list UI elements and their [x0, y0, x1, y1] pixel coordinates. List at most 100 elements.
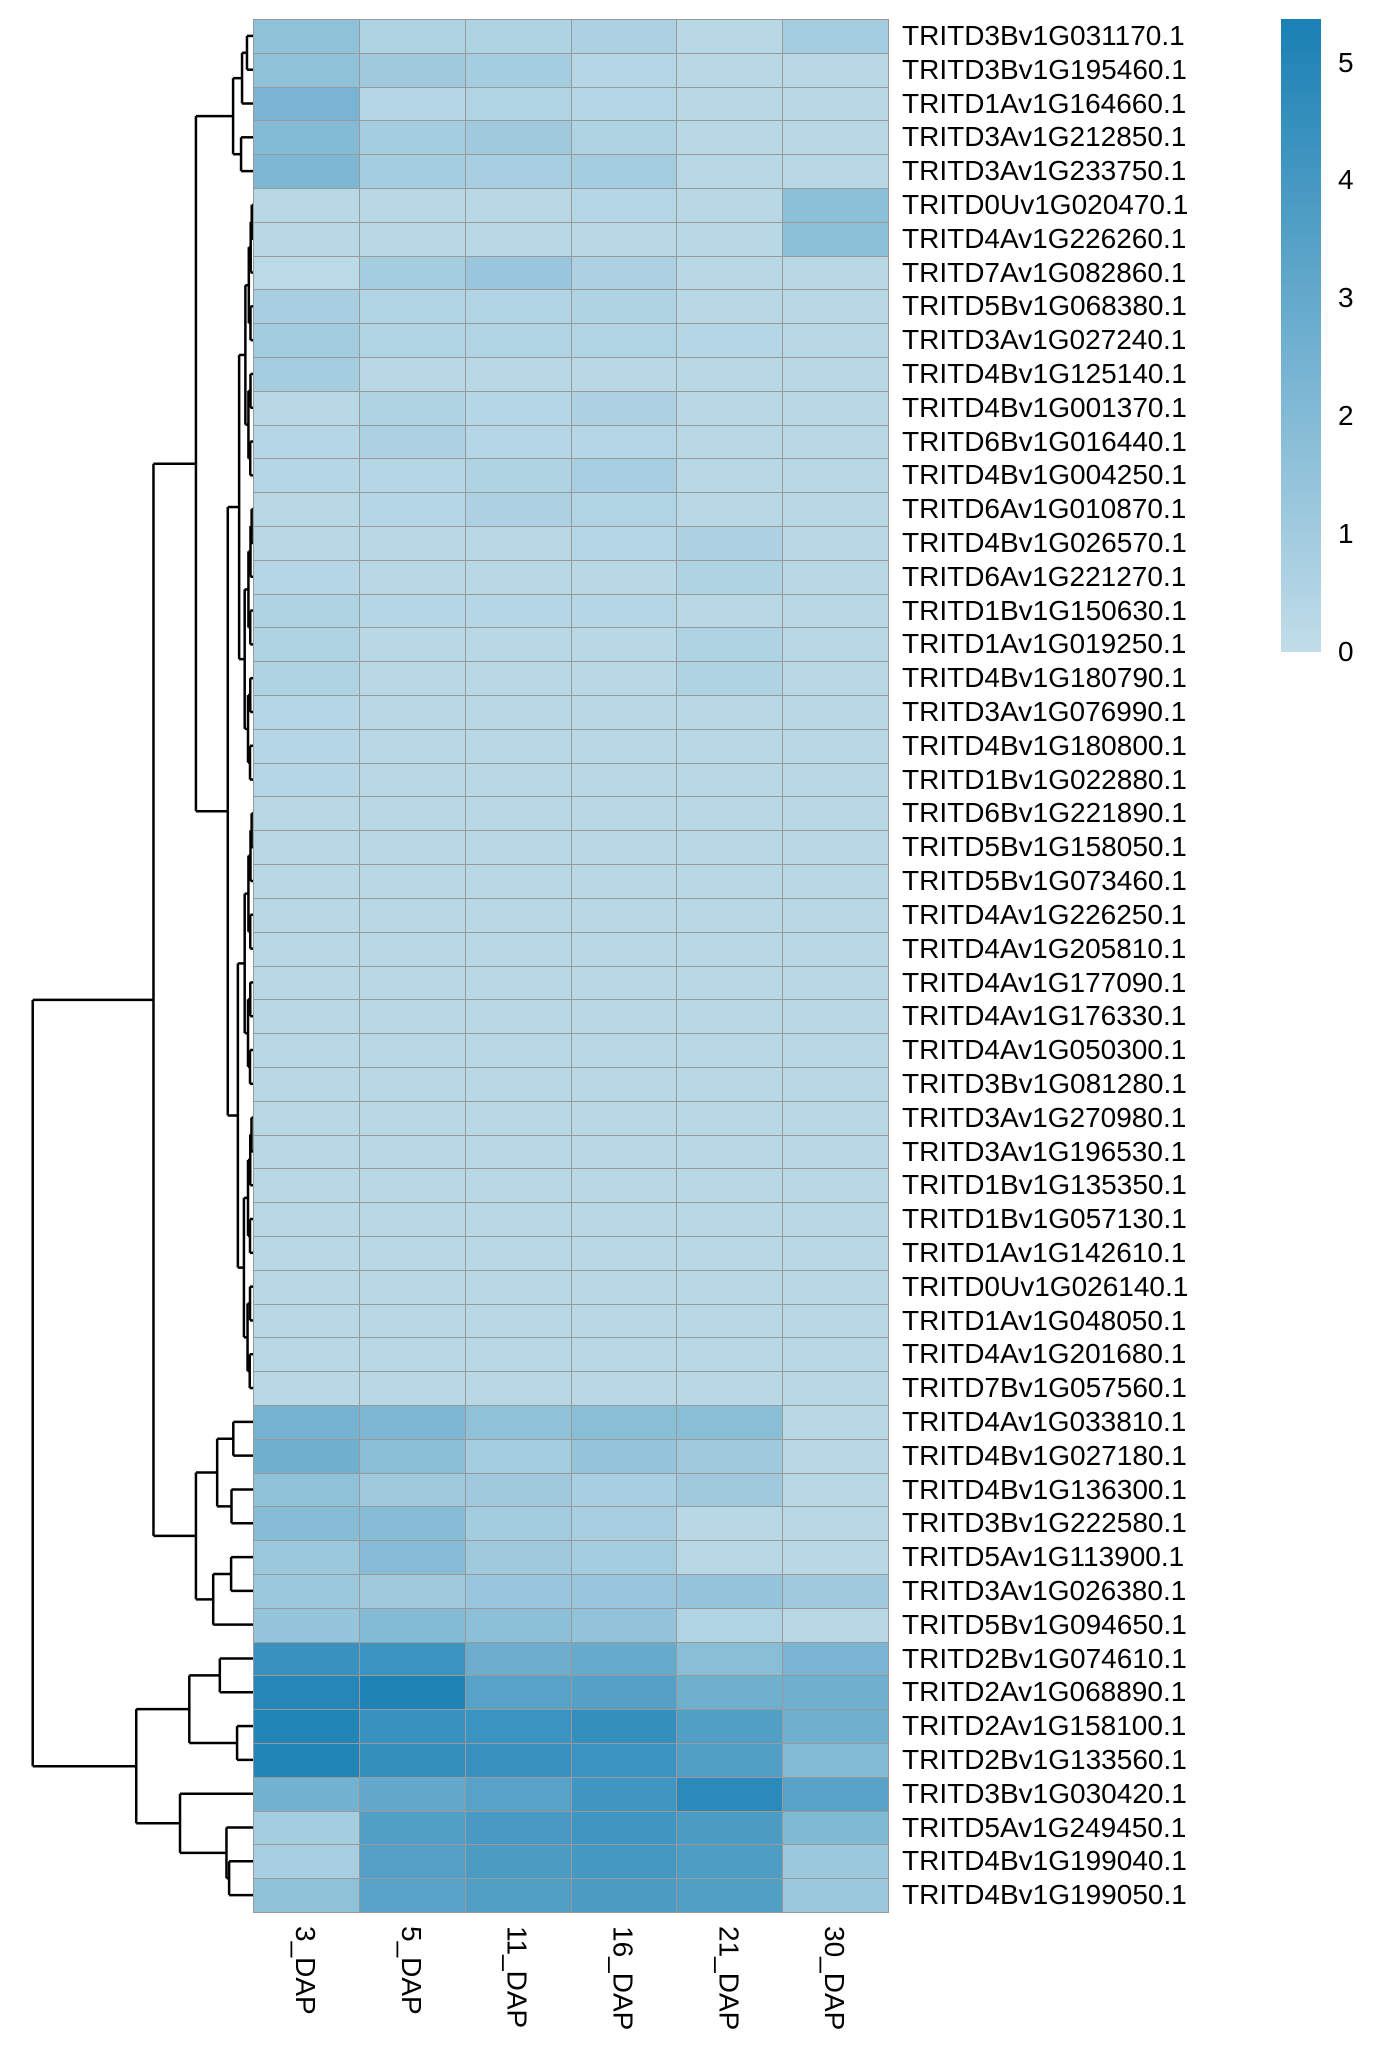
row-label: TRITD4Bv1G180790.1: [902, 662, 1187, 694]
heatmap-cell: [253, 458, 361, 494]
heatmap-cell: [253, 1269, 361, 1306]
heatmap-cell: [464, 390, 572, 427]
heatmap-cell: [570, 1776, 678, 1813]
heatmap-cell: [253, 1641, 361, 1677]
heatmap-cell: [464, 526, 572, 562]
heatmap-cell: [253, 1742, 361, 1779]
heatmap-cell: [253, 762, 361, 798]
heatmap-cell: [464, 1168, 572, 1204]
heatmap-cell: [358, 965, 467, 1001]
heatmap-cell: [570, 661, 678, 697]
heatmap-cell: [358, 830, 467, 866]
heatmap-cell: [464, 1033, 572, 1069]
heatmap-cell: [570, 931, 678, 967]
heatmap-cell: [253, 154, 361, 190]
heatmap-cell: [782, 1337, 890, 1373]
heatmap-cell: [676, 120, 784, 156]
heatmap-cell: [570, 1472, 678, 1508]
heatmap-cell: [676, 19, 784, 55]
heatmap-cell: [253, 1675, 361, 1711]
heatmap-cell: [358, 188, 467, 224]
heatmap-cell: [676, 559, 784, 596]
heatmap-cell: [676, 1844, 784, 1880]
heatmap-cell: [464, 1878, 572, 1914]
heatmap-cell: [676, 1168, 784, 1204]
colorbar: [1281, 19, 1321, 652]
heatmap-cell: [464, 458, 572, 494]
heatmap-cell: [676, 1506, 784, 1542]
heatmap-cell: [464, 424, 572, 460]
heatmap-cell: [253, 1472, 361, 1508]
heatmap-cell: [782, 188, 890, 224]
heatmap-cell: [676, 864, 784, 900]
heatmap-cell: [358, 1844, 467, 1880]
heatmap-cell: [464, 1607, 572, 1644]
heatmap-cell: [782, 255, 890, 291]
row-label: TRITD4Av1G033810.1: [902, 1405, 1187, 1437]
heatmap-cell: [358, 19, 467, 55]
row-label: TRITD4Av1G050300.1: [902, 1034, 1187, 1066]
heatmap-cell: [358, 289, 467, 325]
heatmap-cell: [464, 1776, 572, 1813]
heatmap-cell: [570, 120, 678, 156]
heatmap-cell: [358, 931, 467, 967]
heatmap-cell: [676, 1810, 784, 1846]
heatmap-cell: [676, 1202, 784, 1238]
row-label: TRITD4Bv1G199040.1: [902, 1845, 1187, 1877]
row-label: TRITD4Bv1G125140.1: [902, 358, 1187, 390]
heatmap-cell: [570, 559, 678, 596]
heatmap-cell: [464, 289, 572, 325]
heatmap-cell: [253, 593, 361, 629]
heatmap-cell: [676, 1066, 784, 1103]
heatmap-cell: [570, 289, 678, 325]
row-label: TRITD1Av1G164660.1: [902, 87, 1187, 119]
heatmap-cell: [253, 1168, 361, 1204]
heatmap-cell: [676, 1472, 784, 1508]
heatmap-cell: [782, 762, 890, 798]
heatmap-cell: [676, 897, 784, 934]
heatmap-cell: [253, 86, 361, 122]
heatmap-cell: [570, 1404, 678, 1441]
heatmap-cell: [253, 390, 361, 427]
row-label: TRITD3Av1G196530.1: [902, 1135, 1187, 1167]
heatmap-cell: [782, 1033, 890, 1069]
heatmap-cell: [570, 593, 678, 629]
row-label: TRITD1Av1G048050.1: [902, 1304, 1187, 1336]
heatmap-cell: [676, 1878, 784, 1914]
row-label: TRITD5Bv1G068380.1: [902, 290, 1187, 322]
heatmap-cell: [676, 390, 784, 427]
heatmap-cell: [570, 1371, 678, 1407]
heatmap-cell: [676, 695, 784, 731]
heatmap-cell: [570, 1269, 678, 1306]
heatmap-cell: [782, 1404, 890, 1441]
heatmap-cell: [358, 1573, 467, 1610]
heatmap-cell: [676, 458, 784, 494]
heatmap-cell: [358, 390, 467, 427]
heatmap-cell: [570, 526, 678, 562]
heatmap-cell: [464, 796, 572, 832]
heatmap-cell: [782, 120, 890, 156]
heatmap-cell: [464, 627, 572, 663]
heatmap-cell: [782, 1506, 890, 1542]
heatmap-cell: [570, 221, 678, 258]
heatmap-cell: [464, 1100, 572, 1136]
heatmap-cell: [358, 1100, 467, 1136]
heatmap-cell: [570, 323, 678, 359]
heatmap-cell: [570, 1033, 678, 1069]
row-label: TRITD4Av1G226260.1: [902, 222, 1187, 254]
heatmap-cell: [676, 1404, 784, 1441]
heatmap-cell: [782, 1573, 890, 1610]
heatmap-cell: [253, 1066, 361, 1103]
row-label: TRITD3Av1G233750.1: [902, 155, 1187, 187]
heatmap-cell: [253, 1438, 361, 1475]
heatmap-cell: [464, 965, 572, 1001]
heatmap-cell: [782, 52, 890, 89]
colorbar-tick-label: 1: [1338, 518, 1354, 550]
heatmap-cell: [570, 1438, 678, 1475]
heatmap-cell: [570, 492, 678, 528]
heatmap-cell: [676, 1033, 784, 1069]
heatmap-cell: [782, 1709, 890, 1745]
heatmap-cell: [253, 1337, 361, 1373]
heatmap-cell: [253, 897, 361, 934]
heatmap-cell: [676, 1337, 784, 1373]
